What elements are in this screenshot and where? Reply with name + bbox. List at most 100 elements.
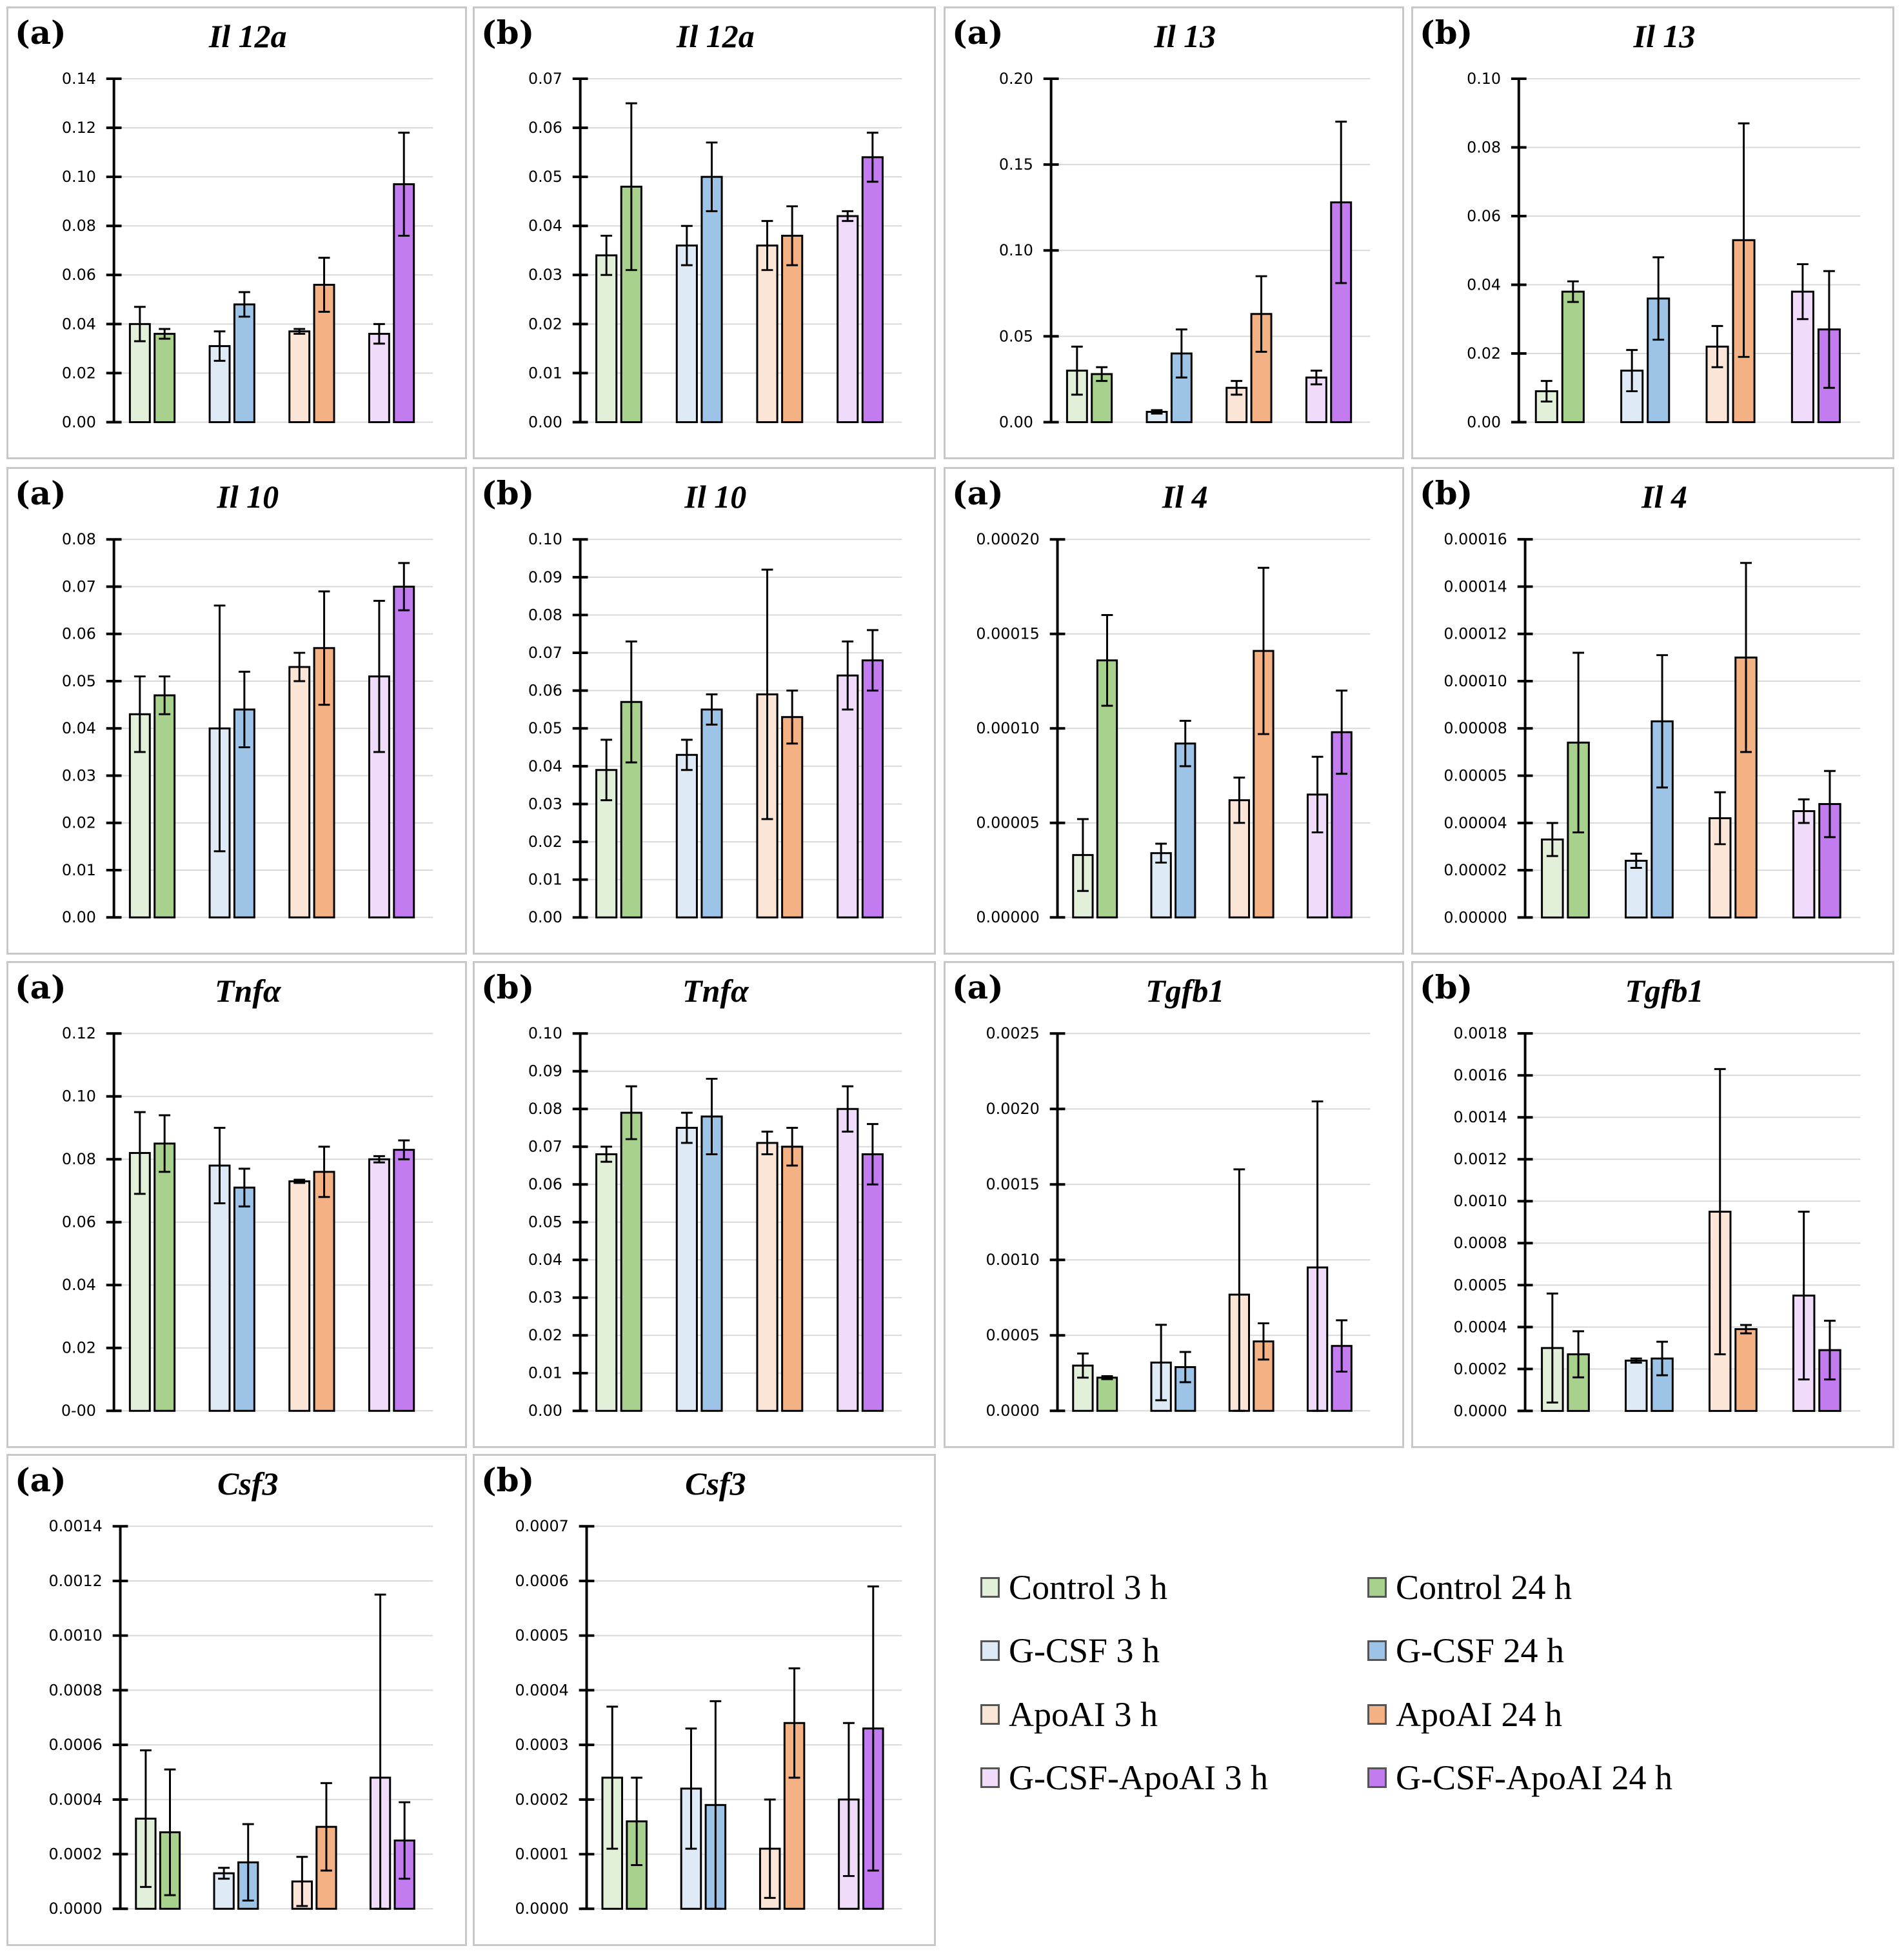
chart-panel: 0.0000 0.0002 0.0004 0.0006 0.0008 0.0010 0.00… [6,1454,467,1946]
legend-swatch [980,1767,1000,1788]
panel-title: Il 4 [1641,479,1687,515]
legend-label: G-CSF 3 h [1009,1631,1160,1670]
legend-swatch [980,1704,1000,1725]
y-tick-label: 0.0012 [1454,1150,1507,1168]
bar-chart: 0.00000 0.00002 0.00004 0.00005 0.00008 0.000… [1443,530,1861,926]
y-tick-label: 0.12 [62,119,96,137]
legend-label: G-CSF 24 h [1396,1631,1565,1670]
bar-G3 [675,1127,698,1412]
panel-title: Csf3 [217,1465,279,1502]
bar-GA3 [368,333,390,423]
y-tick-label: 0.08 [62,1150,96,1168]
y-tick-label: 0.06 [62,625,96,643]
y-tick-label: 0.00 [528,413,562,431]
bar-C3 [595,254,618,423]
y-tick-label: 0.03 [62,766,96,784]
bar-A3 [288,1180,311,1412]
bar-C24 [1091,373,1113,423]
legend-swatch [980,1577,1000,1598]
bar-G3 [1625,1359,1648,1412]
y-tick-label: 0.0003 [515,1736,569,1754]
y-tick-label: 0.06 [62,1213,96,1231]
y-tick-label: 0.03 [528,795,562,813]
panel-label: (a) [15,968,66,1006]
y-tick-label: 0.00004 [1443,814,1507,832]
bar-G3 [1150,852,1172,919]
y-tick-label: 0.0000 [986,1402,1040,1420]
bar-GA3 [837,674,859,919]
bar-chart: 0.0000 0.0002 0.0004 0.0005 0.0008 0.0010 0.00… [1454,1024,1861,1420]
y-tick-label: 0.06 [62,266,96,284]
y-tick-label: 0.05 [528,719,562,737]
y-tick-label: 0.03 [528,1289,562,1307]
bar-G24 [700,175,723,423]
y-tick-label: 0.12 [62,1024,96,1042]
bar-chart: 0.00 0.01 0.02 0.03 0.04 0.05 0.06 0.07 0.08 0.09… [528,530,902,926]
y-tick-label: 0.0004 [1454,1318,1507,1336]
panel-title: Il 12a [208,18,287,54]
bar-A3 [756,244,778,423]
panel-title: Il 10 [217,479,279,515]
y-tick-label: 0.04 [528,757,562,775]
y-tick-label: 0.0005 [986,1326,1040,1344]
bar-GA3 [837,1108,859,1412]
legend-item: G-CSF 3 h [980,1631,1160,1671]
y-tick-label: 0.00 [528,1402,562,1420]
y-tick-label: 0.00012 [1443,625,1507,643]
bar-G3 [1625,859,1648,919]
y-tick-label: 0.02 [528,315,562,333]
bar-G24 [233,303,255,423]
y-tick-label: 0.0000 [49,1900,103,1918]
bar-chart: 0.00000 0.00005 0.00010 0.00015 0.00020 [976,530,1371,926]
y-tick-label: 0.10 [528,530,562,548]
y-tick-label: 0.0002 [1454,1360,1507,1378]
bar-G3 [675,244,698,423]
bar-GA24 [393,586,415,919]
y-tick-label: 0.08 [62,217,96,235]
bar-A24 [1253,1340,1274,1412]
bar-G24 [700,1115,723,1412]
panel-title: Csf3 [685,1465,746,1502]
y-tick-label: 0.10 [528,1024,562,1042]
y-tick-label: 0-00 [61,1402,96,1420]
panel-title: Il 12a [676,18,755,54]
y-tick-label: 0.00000 [976,908,1039,926]
y-tick-label: 0.00014 [1443,577,1507,595]
chart-panel: 0.00 0.01 0.02 0.03 0.04 0.05 0.06 0.07 0.08 0.09… [473,467,936,955]
bar-chart: 0-00 0.02 0.04 0.06 0.08 0.10 0.12 [61,1024,433,1420]
legend-item: Control 24 h [1367,1567,1572,1607]
chart-panel: 0-00 0.02 0.04 0.06 0.08 0.10 0.12 (a) Tnfα [6,961,467,1448]
legend-swatch [1367,1767,1387,1788]
y-tick-label: 0.04 [528,1251,562,1269]
bar-GA24 [861,156,884,423]
y-tick-label: 0.08 [62,530,96,548]
legend-item: ApoAI 24 h [1367,1694,1562,1734]
chart-panel: 0.00 0.02 0.04 0.06 0.08 0.10 0.12 0.14 (a) Il 12… [6,6,467,459]
legend-label: Control 24 h [1396,1568,1572,1607]
y-tick-label: 0.10 [999,241,1033,259]
bar-C3 [595,1153,618,1412]
panel-title: Il 13 [1154,18,1216,54]
bar-A24 [781,716,804,919]
legend-swatch [1367,1704,1387,1725]
y-tick-label: 0.04 [528,217,562,235]
panel-label: (b) [1420,968,1473,1006]
panel-label: (b) [481,968,535,1006]
chart-panel: 0.0000 0.0002 0.0004 0.0005 0.0008 0.0010 0.00… [1411,961,1894,1448]
y-tick-label: 0.05 [528,168,562,186]
panel-title: Tnfα [214,973,281,1009]
bar-C24 [620,1111,642,1412]
y-tick-label: 0.0002 [515,1791,569,1809]
bar-chart: 0.0000 0.0002 0.0004 0.0006 0.0008 0.0010 0.00… [49,1517,433,1918]
legend-label: ApoAI 24 h [1396,1695,1562,1734]
y-tick-label: 0.09 [528,568,562,586]
y-tick-label: 0.00008 [1443,719,1507,737]
legend-item: ApoAI 3 h [980,1694,1158,1734]
y-tick-label: 0.06 [1467,207,1501,225]
y-tick-label: 0.10 [62,168,96,186]
y-tick-label: 0.05 [999,327,1033,345]
bar-C24 [154,694,176,919]
y-tick-label: 0.00016 [1443,530,1507,548]
bar-A3 [288,330,311,423]
